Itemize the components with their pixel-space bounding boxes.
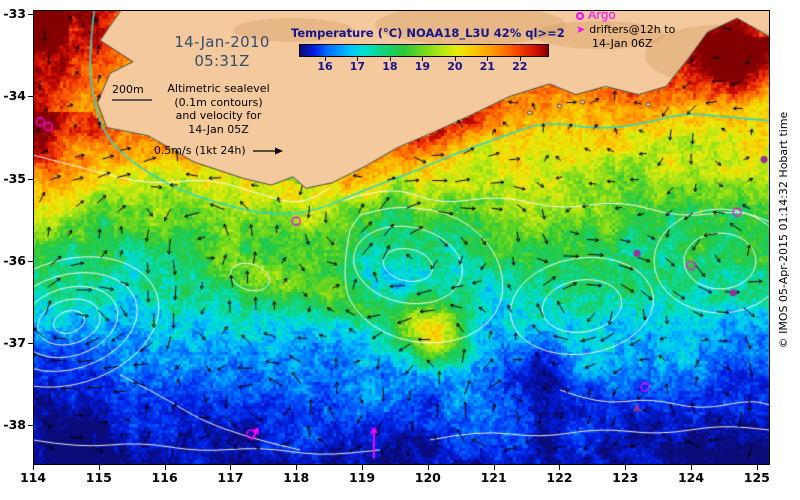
copyright-stamp: © IMOS 05-Apr-2015 01:14:32 Hobart time bbox=[777, 111, 790, 349]
sealevel-annotation-line3: and velocity for bbox=[175, 109, 262, 122]
longitude-tick-mark bbox=[362, 465, 364, 470]
colorbar-tick-label: 17 bbox=[349, 60, 366, 73]
longitude-tick-label: 123 bbox=[612, 470, 639, 485]
longitude-tick-label: 116 bbox=[151, 470, 178, 485]
colorbar-gradient-bar bbox=[299, 44, 549, 57]
colorbar-tick-mark bbox=[357, 57, 359, 61]
longitude-tick-mark bbox=[625, 465, 627, 470]
latitude-tick-label: -34 bbox=[3, 88, 26, 104]
colorbar-tick-label: 21 bbox=[479, 60, 495, 73]
latitude-tick-mark bbox=[28, 14, 33, 16]
argo-legend-row-drifter: ➤ drifters@12h to bbox=[576, 23, 675, 36]
colorbar-tick-label: 16 bbox=[317, 60, 333, 73]
colorbar-tick-label: 22 bbox=[512, 60, 528, 73]
latitude-tick-mark bbox=[28, 425, 33, 427]
longitude-tick-label: 117 bbox=[217, 470, 244, 485]
argo-legend-line2: drifters@12h to bbox=[589, 23, 676, 36]
longitude-tick-label: 115 bbox=[85, 470, 112, 485]
sealevel-annotation-line4: 14-Jan 05Z bbox=[188, 122, 249, 136]
argo-legend-row-float: Argo bbox=[576, 9, 675, 22]
latitude-tick-mark bbox=[28, 96, 33, 98]
observation-time: 05:31Z bbox=[194, 52, 250, 70]
longitude-tick-label: 114 bbox=[19, 470, 47, 485]
argo-legend-title: Argo bbox=[588, 8, 616, 22]
colorbar-tick-row: 16 17 18 19 20 21 22 bbox=[299, 57, 549, 74]
longitude-tick-mark bbox=[33, 465, 34, 470]
temperature-colorbar: Temperature (°C) NOAA18_L3U 42% ql>=2 16… bbox=[291, 26, 565, 74]
velocity-scale: 0.5m/s (1kt 24h) bbox=[146, 144, 291, 158]
argo-legend: Argo ➤ drifters@12h to 14-Jan 06Z bbox=[576, 9, 675, 51]
latitude-tick-mark bbox=[28, 260, 33, 262]
depth-contour-line bbox=[112, 99, 152, 101]
longitude-tick-label: 124 bbox=[677, 470, 705, 485]
colorbar-tick-mark bbox=[519, 57, 521, 61]
longitude-tick-mark bbox=[98, 465, 100, 470]
argo-legend-line3: 14-Jan 06Z bbox=[592, 37, 653, 50]
longitude-tick-mark bbox=[493, 465, 495, 470]
longitude-tick-mark bbox=[691, 465, 693, 470]
sealevel-annotation: Altimetric sealevel (0.1m contours) and … bbox=[146, 82, 291, 158]
latitude-tick-label: -37 bbox=[3, 334, 26, 350]
velocity-scale-arrow-icon bbox=[253, 147, 284, 155]
longitude-tick-label: 122 bbox=[546, 470, 573, 485]
colorbar-tick-mark bbox=[454, 57, 456, 61]
sealevel-annotation-line1: Altimetric sealevel bbox=[167, 82, 270, 95]
latitude-tick-label: -36 bbox=[3, 252, 26, 268]
longitude-tick-label: 118 bbox=[283, 470, 310, 485]
colorbar-tick-label: 20 bbox=[447, 60, 463, 73]
longitude-tick-label: 125 bbox=[743, 470, 770, 485]
longitude-tick-mark bbox=[230, 465, 232, 470]
depth-contour-label: 200m bbox=[112, 83, 144, 96]
observation-datetime: 14-Jan-2010 05:31Z bbox=[152, 33, 292, 71]
latitude-tick-mark bbox=[28, 178, 33, 180]
depth-contour-legend: 200m bbox=[112, 83, 152, 101]
argo-float-icon bbox=[576, 12, 584, 20]
colorbar-tick-mark bbox=[389, 57, 391, 61]
latitude-tick-label: -35 bbox=[3, 170, 26, 186]
argo-legend-row-date: 14-Jan 06Z bbox=[592, 37, 675, 50]
latitude-tick-label: -38 bbox=[3, 417, 26, 433]
colorbar-tick-mark bbox=[324, 57, 326, 61]
velocity-scale-label: 0.5m/s (1kt 24h) bbox=[153, 144, 246, 157]
sst-map-canvas bbox=[33, 10, 770, 465]
longitude-tick-mark bbox=[164, 465, 166, 470]
colorbar-tick-label: 18 bbox=[382, 60, 398, 73]
drifter-arrow-icon: ➤ bbox=[576, 23, 586, 36]
longitude-tick-mark bbox=[427, 465, 429, 470]
longitude-tick-mark bbox=[756, 465, 758, 470]
observation-date: 14-Jan-2010 bbox=[174, 33, 270, 51]
colorbar-tick-label: 19 bbox=[414, 60, 431, 73]
latitude-tick-mark bbox=[28, 342, 33, 344]
colorbar-tick-mark bbox=[487, 57, 489, 61]
longitude-tick-mark bbox=[559, 465, 561, 470]
longitude-tick-mark bbox=[296, 465, 298, 470]
colorbar-title: Temperature (°C) NOAA18_L3U 42% ql>=2 bbox=[291, 26, 565, 40]
longitude-tick-label: 121 bbox=[480, 470, 507, 485]
longitude-tick-label: 119 bbox=[348, 470, 376, 485]
sealevel-annotation-line2: (0.1m contours) bbox=[174, 95, 263, 109]
colorbar-tick-mark bbox=[422, 57, 424, 61]
longitude-tick-label: 120 bbox=[414, 470, 441, 485]
latitude-tick-label: -33 bbox=[3, 6, 26, 22]
